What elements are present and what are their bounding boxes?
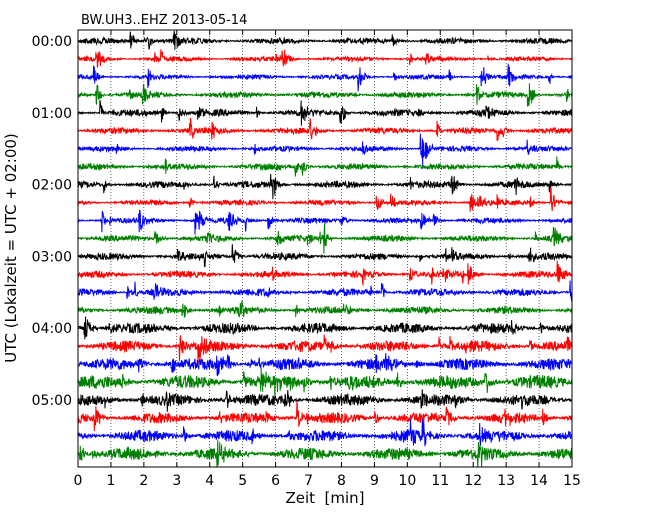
trace-row: [78, 133, 572, 169]
x-tick-label: 13: [497, 473, 515, 489]
x-tick-label: 0: [74, 473, 83, 489]
x-axis-ticks: 0 1 2 3 4 5 6 7 8 9 10 11 12 13 14 15: [74, 30, 581, 489]
y-axis-ticks: 00:00 01:00 02:00 03:00 04:00 05:00: [32, 34, 83, 409]
y-tick-label: 02:00: [32, 178, 72, 194]
x-tick-label: 3: [172, 473, 181, 489]
x-tick-label: 7: [304, 473, 313, 489]
x-tick-label: 6: [271, 473, 280, 489]
y-axis-label: UTC (Lokalzeit = UTC + 02:00): [2, 133, 20, 363]
x-tick-label: 11: [431, 473, 449, 489]
trace-row: [78, 99, 572, 126]
x-tick-label: 9: [370, 473, 379, 489]
y-tick-label: 00:00: [32, 34, 72, 50]
trace-row: [78, 49, 572, 68]
trace-row: [78, 63, 572, 92]
x-tick-label: 10: [398, 473, 416, 489]
x-tick-label: 14: [530, 473, 548, 489]
x-tick-label: 12: [464, 473, 482, 489]
trace-row: [78, 260, 572, 287]
y-tick-label: 03:00: [32, 249, 72, 265]
x-tick-label: 15: [563, 473, 581, 489]
seismic-traces: [78, 30, 572, 467]
chart-title: BW.UH3..EHZ 2013-05-14: [81, 13, 247, 28]
trace-row: [78, 156, 572, 177]
x-tick-label: 8: [337, 473, 346, 489]
y-tick-label: 01:00: [32, 106, 72, 122]
trace-row: [78, 353, 572, 377]
trace-row: [78, 300, 572, 318]
trace-row: [78, 117, 572, 141]
plot-frame: [77, 29, 573, 468]
trace-row: [78, 280, 572, 301]
trace-row: [78, 401, 572, 432]
trace-row: [78, 389, 572, 412]
trace-row: [78, 244, 572, 268]
x-tick-label: 2: [139, 473, 148, 489]
trace-row: [78, 439, 572, 467]
trace-row: [78, 334, 572, 364]
y-tick-label: 04:00: [32, 321, 72, 337]
trace-row: [78, 186, 572, 212]
x-tick-label: 5: [238, 473, 247, 489]
trace-row: [78, 30, 572, 50]
y-tick-label: 05:00: [32, 393, 72, 409]
trace-row: [78, 173, 572, 200]
x-axis-label: Zeit [min]: [285, 489, 364, 507]
vertical-gridlines: [110, 30, 540, 467]
trace-row: [78, 209, 572, 235]
trace-row: [78, 368, 572, 398]
x-tick-label: 1: [106, 473, 115, 489]
trace-row: [78, 83, 572, 107]
trace-row: [78, 418, 572, 447]
x-tick-label: 4: [205, 473, 214, 489]
trace-row: [78, 223, 572, 254]
trace-row: [78, 316, 572, 340]
